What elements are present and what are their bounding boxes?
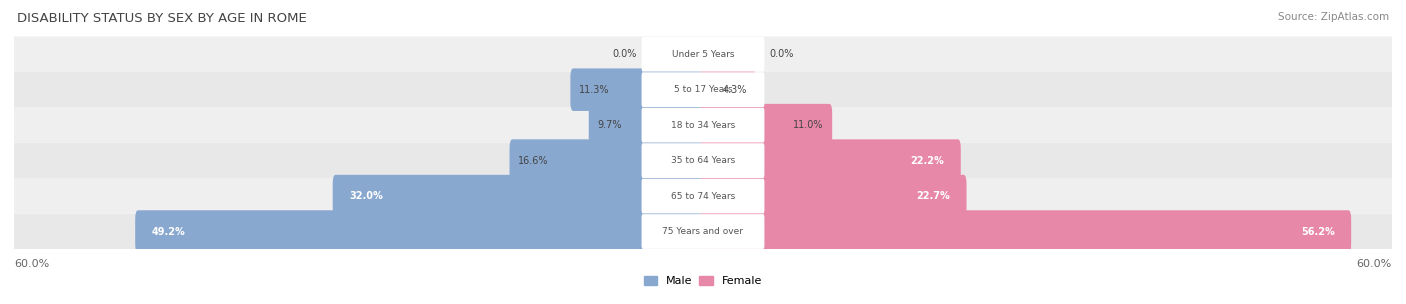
Text: 11.0%: 11.0%: [793, 120, 824, 130]
Text: Under 5 Years: Under 5 Years: [672, 50, 734, 59]
FancyBboxPatch shape: [14, 107, 1392, 143]
FancyBboxPatch shape: [571, 68, 706, 111]
Text: 18 to 34 Years: 18 to 34 Years: [671, 121, 735, 130]
FancyBboxPatch shape: [641, 179, 765, 213]
Text: 56.2%: 56.2%: [1301, 226, 1334, 237]
Text: 32.0%: 32.0%: [349, 191, 382, 201]
FancyBboxPatch shape: [14, 178, 1392, 214]
Text: 60.0%: 60.0%: [1357, 259, 1392, 269]
FancyBboxPatch shape: [135, 210, 706, 253]
FancyBboxPatch shape: [509, 139, 706, 182]
Text: 5 to 17 Years: 5 to 17 Years: [673, 85, 733, 94]
Text: 11.3%: 11.3%: [579, 85, 609, 95]
Text: 9.7%: 9.7%: [598, 120, 621, 130]
Text: 65 to 74 Years: 65 to 74 Years: [671, 192, 735, 201]
Text: Source: ZipAtlas.com: Source: ZipAtlas.com: [1278, 12, 1389, 22]
Legend: Male, Female: Male, Female: [640, 271, 766, 291]
Text: 49.2%: 49.2%: [152, 226, 186, 237]
Text: 4.3%: 4.3%: [723, 85, 747, 95]
FancyBboxPatch shape: [700, 139, 960, 182]
FancyBboxPatch shape: [641, 143, 765, 178]
Text: 16.6%: 16.6%: [519, 156, 548, 166]
FancyBboxPatch shape: [700, 68, 755, 111]
FancyBboxPatch shape: [641, 72, 765, 107]
Text: DISABILITY STATUS BY SEX BY AGE IN ROME: DISABILITY STATUS BY SEX BY AGE IN ROME: [17, 12, 307, 25]
FancyBboxPatch shape: [700, 210, 1351, 253]
FancyBboxPatch shape: [14, 72, 1392, 107]
Text: 22.2%: 22.2%: [910, 156, 945, 166]
Text: 22.7%: 22.7%: [917, 191, 950, 201]
FancyBboxPatch shape: [641, 108, 765, 143]
FancyBboxPatch shape: [700, 104, 832, 147]
FancyBboxPatch shape: [14, 214, 1392, 249]
Text: 60.0%: 60.0%: [14, 259, 49, 269]
FancyBboxPatch shape: [14, 36, 1392, 72]
Text: 0.0%: 0.0%: [769, 49, 793, 59]
FancyBboxPatch shape: [14, 143, 1392, 178]
Text: 75 Years and over: 75 Years and over: [662, 227, 744, 236]
FancyBboxPatch shape: [589, 104, 706, 147]
FancyBboxPatch shape: [641, 214, 765, 249]
Text: 0.0%: 0.0%: [613, 49, 637, 59]
Text: 35 to 64 Years: 35 to 64 Years: [671, 156, 735, 165]
FancyBboxPatch shape: [333, 175, 706, 217]
FancyBboxPatch shape: [700, 175, 966, 217]
FancyBboxPatch shape: [641, 37, 765, 72]
